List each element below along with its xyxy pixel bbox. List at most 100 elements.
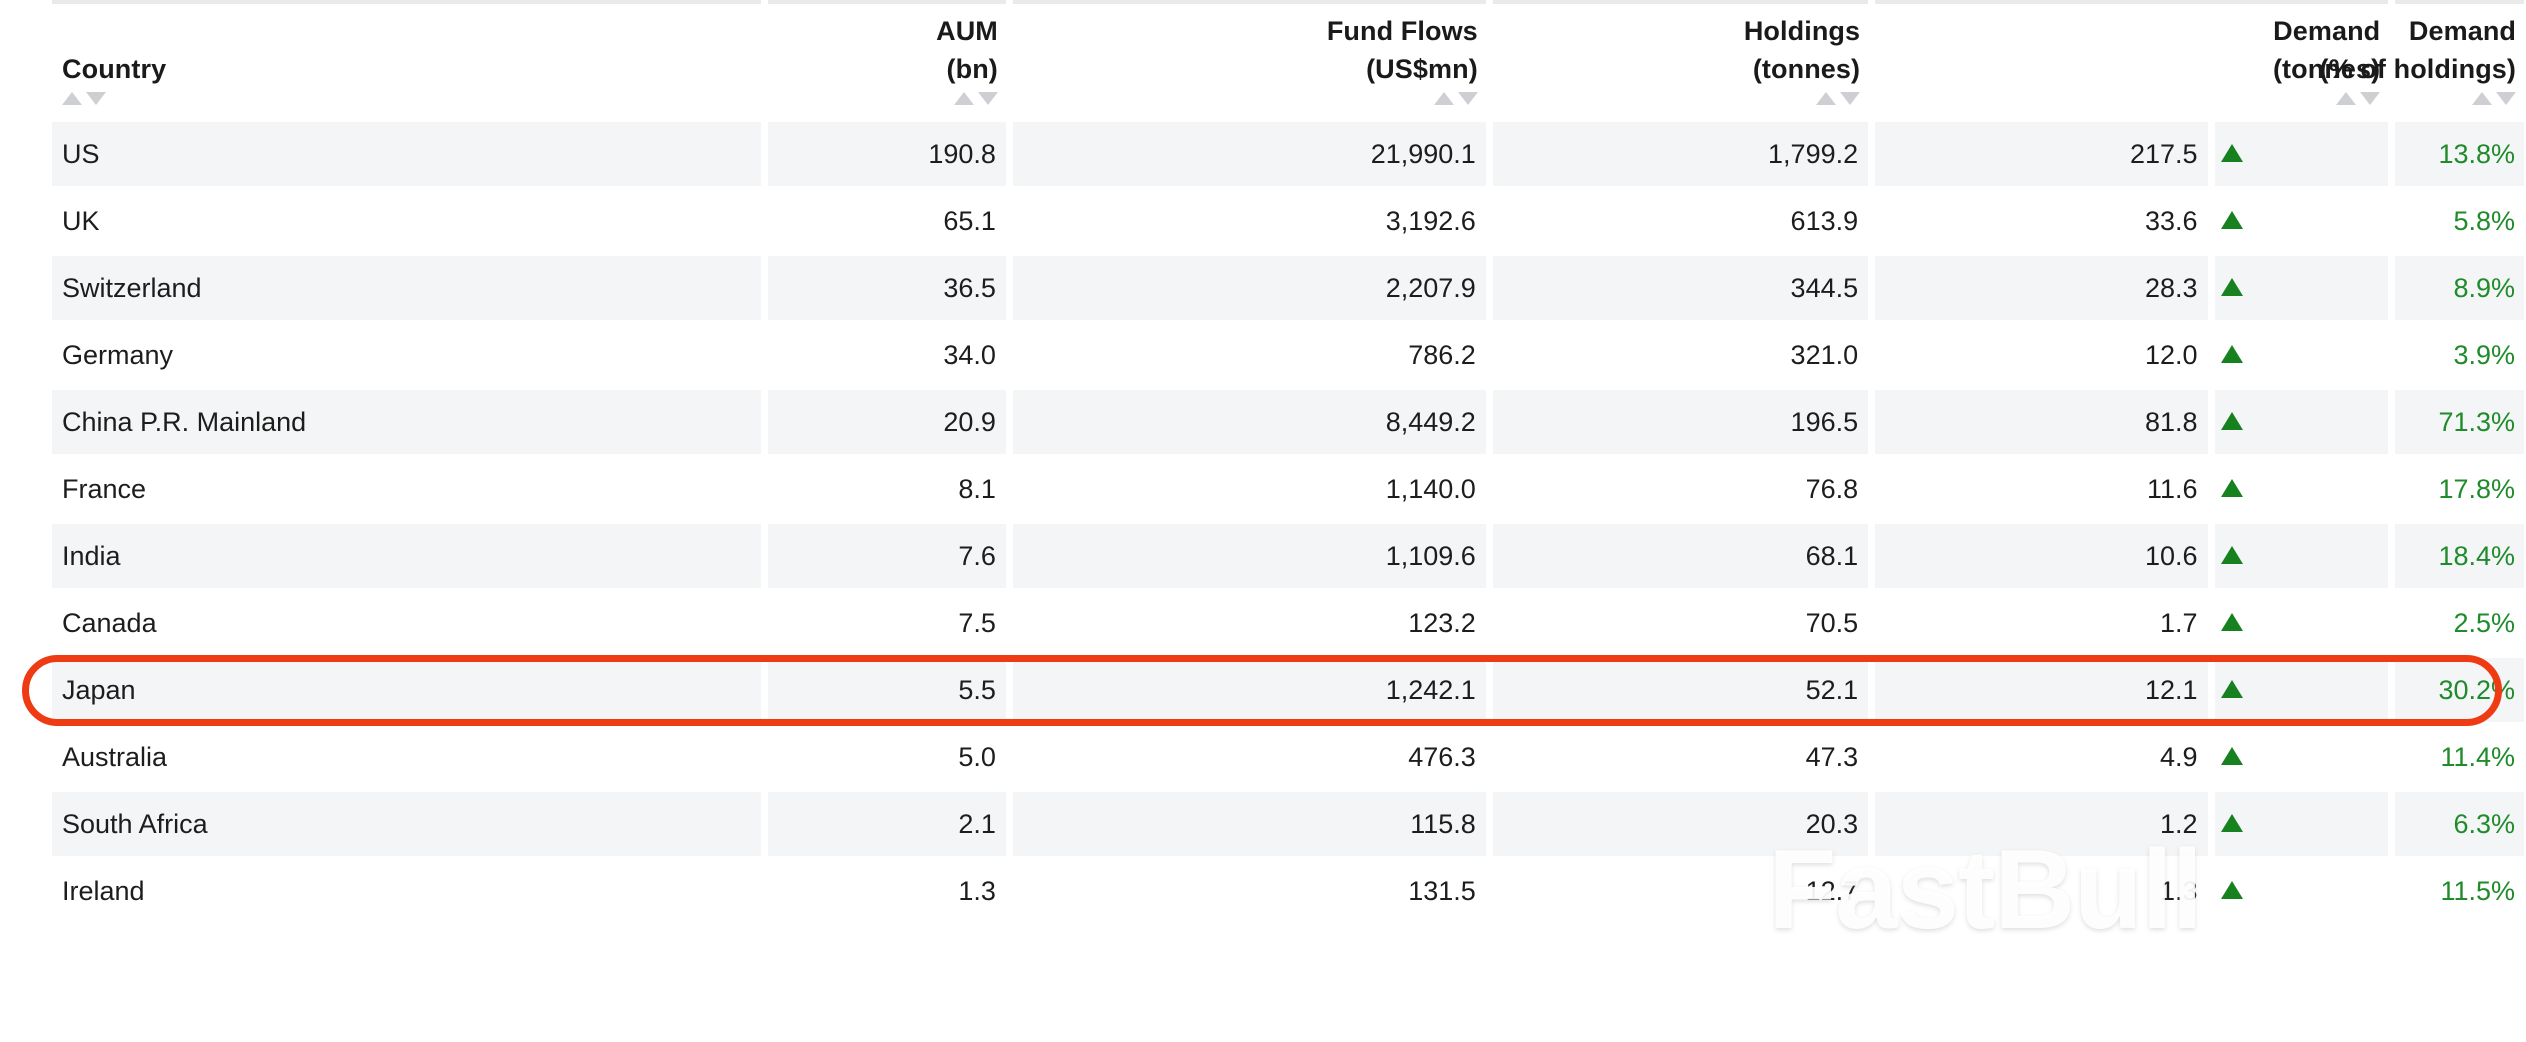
cell-demand-tonnes: 217.5 [1875,122,2208,186]
cell-fund-flows: 1,140.0 [1012,457,1486,521]
cell-demand-trend [2214,189,2389,253]
trend-up-icon [2220,143,2243,162]
table-row[interactable]: France 8.1 1,140.0 76.8 11.6 17.8% [52,457,2524,521]
cell-demand-tonnes: 28.3 [1875,256,2208,320]
cell-country: US [52,122,761,186]
sort-descending-icon[interactable] [2360,92,2381,105]
cell-demand-percent: 71.3% [2395,390,2524,454]
sort-ascending-icon[interactable] [2336,92,2357,105]
cell-country: France [52,457,761,521]
table-row[interactable]: Canada 7.5 123.2 70.5 1.7 2.5% [52,591,2524,655]
cell-aum: 36.5 [767,256,1006,320]
cell-demand-tonnes: 4.9 [1875,725,2208,789]
table-row[interactable]: Australia 5.0 476.3 47.3 4.9 11.4% [52,725,2524,789]
trend-up-icon [2220,277,2243,296]
cell-demand-percent: 17.8% [2395,457,2524,521]
cell-holdings: 196.5 [1492,390,1869,454]
cell-demand-tonnes: 12.0 [1875,323,2208,387]
cell-demand-tonnes: 10.6 [1875,524,2208,588]
cell-demand-percent: 11.5% [2395,859,2524,923]
cell-aum: 2.1 [767,792,1006,856]
trend-up-icon [2220,411,2243,430]
sort-control-aum[interactable] [953,92,998,105]
cell-holdings: 321.0 [1492,323,1869,387]
sort-control-country[interactable] [62,92,106,105]
cell-demand-percent: 2.5% [2395,591,2524,655]
sort-control-holdings[interactable] [1816,92,1861,105]
cell-holdings: 70.5 [1492,591,1869,655]
cell-fund-flows: 115.8 [1012,792,1486,856]
cell-demand-tonnes: 1.3 [1875,859,2208,923]
cell-demand-tonnes: 33.6 [1875,189,2208,253]
cell-aum: 5.5 [767,658,1006,722]
cell-country: Australia [52,725,761,789]
cell-demand-tonnes: 81.8 [1875,390,2208,454]
cell-holdings: 12.7 [1492,859,1869,923]
cell-demand-tonnes: 1.7 [1875,591,2208,655]
cell-demand-trend [2214,323,2389,387]
cell-country: Switzerland [52,256,761,320]
table-row[interactable]: Switzerland 36.5 2,207.9 344.5 28.3 8.9% [52,256,2524,320]
cell-demand-trend [2214,256,2389,320]
cell-demand-trend [2214,725,2389,789]
trend-up-icon [2220,344,2243,363]
cell-aum: 5.0 [767,725,1006,789]
sort-descending-icon[interactable] [977,92,998,105]
sort-ascending-icon[interactable] [1433,92,1454,105]
table-body: US 190.8 21,990.1 1,799.2 217.5 13.8% UK 65.1 3,… [52,122,2524,923]
cell-demand-trend [2214,658,2389,722]
sort-control-demand-tonnes[interactable] [2336,92,2381,105]
table-row[interactable]: Germany 34.0 786.2 321.0 12.0 3.9% [52,323,2524,387]
sort-ascending-icon[interactable] [953,92,974,105]
cell-country: UK [52,189,761,253]
cell-aum: 8.1 [767,457,1006,521]
cell-holdings: 47.3 [1492,725,1869,789]
column-header-demand-tonnes-unit: (tonnes) [2272,54,2381,84]
cell-demand-tonnes: 11.6 [1875,457,2208,521]
column-header-fund-flows-unit: (US$mn) [1366,54,1478,84]
sort-descending-icon[interactable] [1457,92,1478,105]
sort-ascending-icon[interactable] [1816,92,1837,105]
column-header-holdings-title: Holdings [1743,16,1861,46]
trend-up-icon [2220,210,2243,229]
cell-fund-flows: 476.3 [1012,725,1486,789]
cell-holdings: 52.1 [1492,658,1869,722]
table-row[interactable]: US 190.8 21,990.1 1,799.2 217.5 13.8% [52,122,2524,186]
table-row-highlighted[interactable]: India 7.6 1,109.6 68.1 10.6 18.4% [52,524,2524,588]
column-header-fund-flows[interactable]: Fund Flows (US$mn) [1012,0,1486,119]
cell-demand-percent: 30.2% [2395,658,2524,722]
sort-descending-icon[interactable] [2496,92,2516,105]
trend-up-icon [2220,679,2243,698]
table-row[interactable]: Japan 5.5 1,242.1 52.1 12.1 30.2% [52,658,2524,722]
table-row[interactable]: Ireland 1.3 131.5 12.7 1.3 11.5% [52,859,2524,923]
sort-ascending-icon[interactable] [2472,92,2492,105]
cell-demand-percent: 11.4% [2395,725,2524,789]
cell-fund-flows: 131.5 [1012,859,1486,923]
column-header-demand-percent[interactable]: Demand (% of holdings) [2320,0,2524,119]
cell-demand-percent: 8.9% [2395,256,2524,320]
cell-fund-flows: 786.2 [1012,323,1486,387]
column-header-country[interactable]: Country [52,0,761,119]
cell-aum: 190.8 [767,122,1006,186]
sort-control-demand-percent[interactable] [2472,92,2516,105]
cell-demand-percent: 18.4% [2395,524,2524,588]
sort-control-fund-flows[interactable] [1433,92,1478,105]
table-row[interactable]: South Africa 2.1 115.8 20.3 1.2 6.3% [52,792,2524,856]
cell-holdings: 344.5 [1492,256,1869,320]
sort-ascending-icon[interactable] [62,92,82,105]
cell-demand-trend [2214,390,2389,454]
column-header-aum[interactable]: AUM (bn) [767,0,1006,119]
sort-descending-icon[interactable] [1840,92,1861,105]
cell-demand-trend [2214,859,2389,923]
column-header-demand-tonnes[interactable]: Demand (tonnes) [1875,0,2389,119]
header-row: Country AUM (bn) [52,0,2524,119]
cell-demand-trend [2214,457,2389,521]
table-row[interactable]: UK 65.1 3,192.6 613.9 33.6 5.8% [52,189,2524,253]
cell-fund-flows: 2,207.9 [1012,256,1486,320]
column-header-holdings[interactable]: Holdings (tonnes) [1492,0,1869,119]
cell-aum: 7.6 [767,524,1006,588]
sort-descending-icon[interactable] [86,92,106,105]
table-row[interactable]: China P.R. Mainland 20.9 8,449.2 196.5 81.8 7… [52,390,2524,454]
column-header-aum-unit: (bn) [946,54,998,84]
